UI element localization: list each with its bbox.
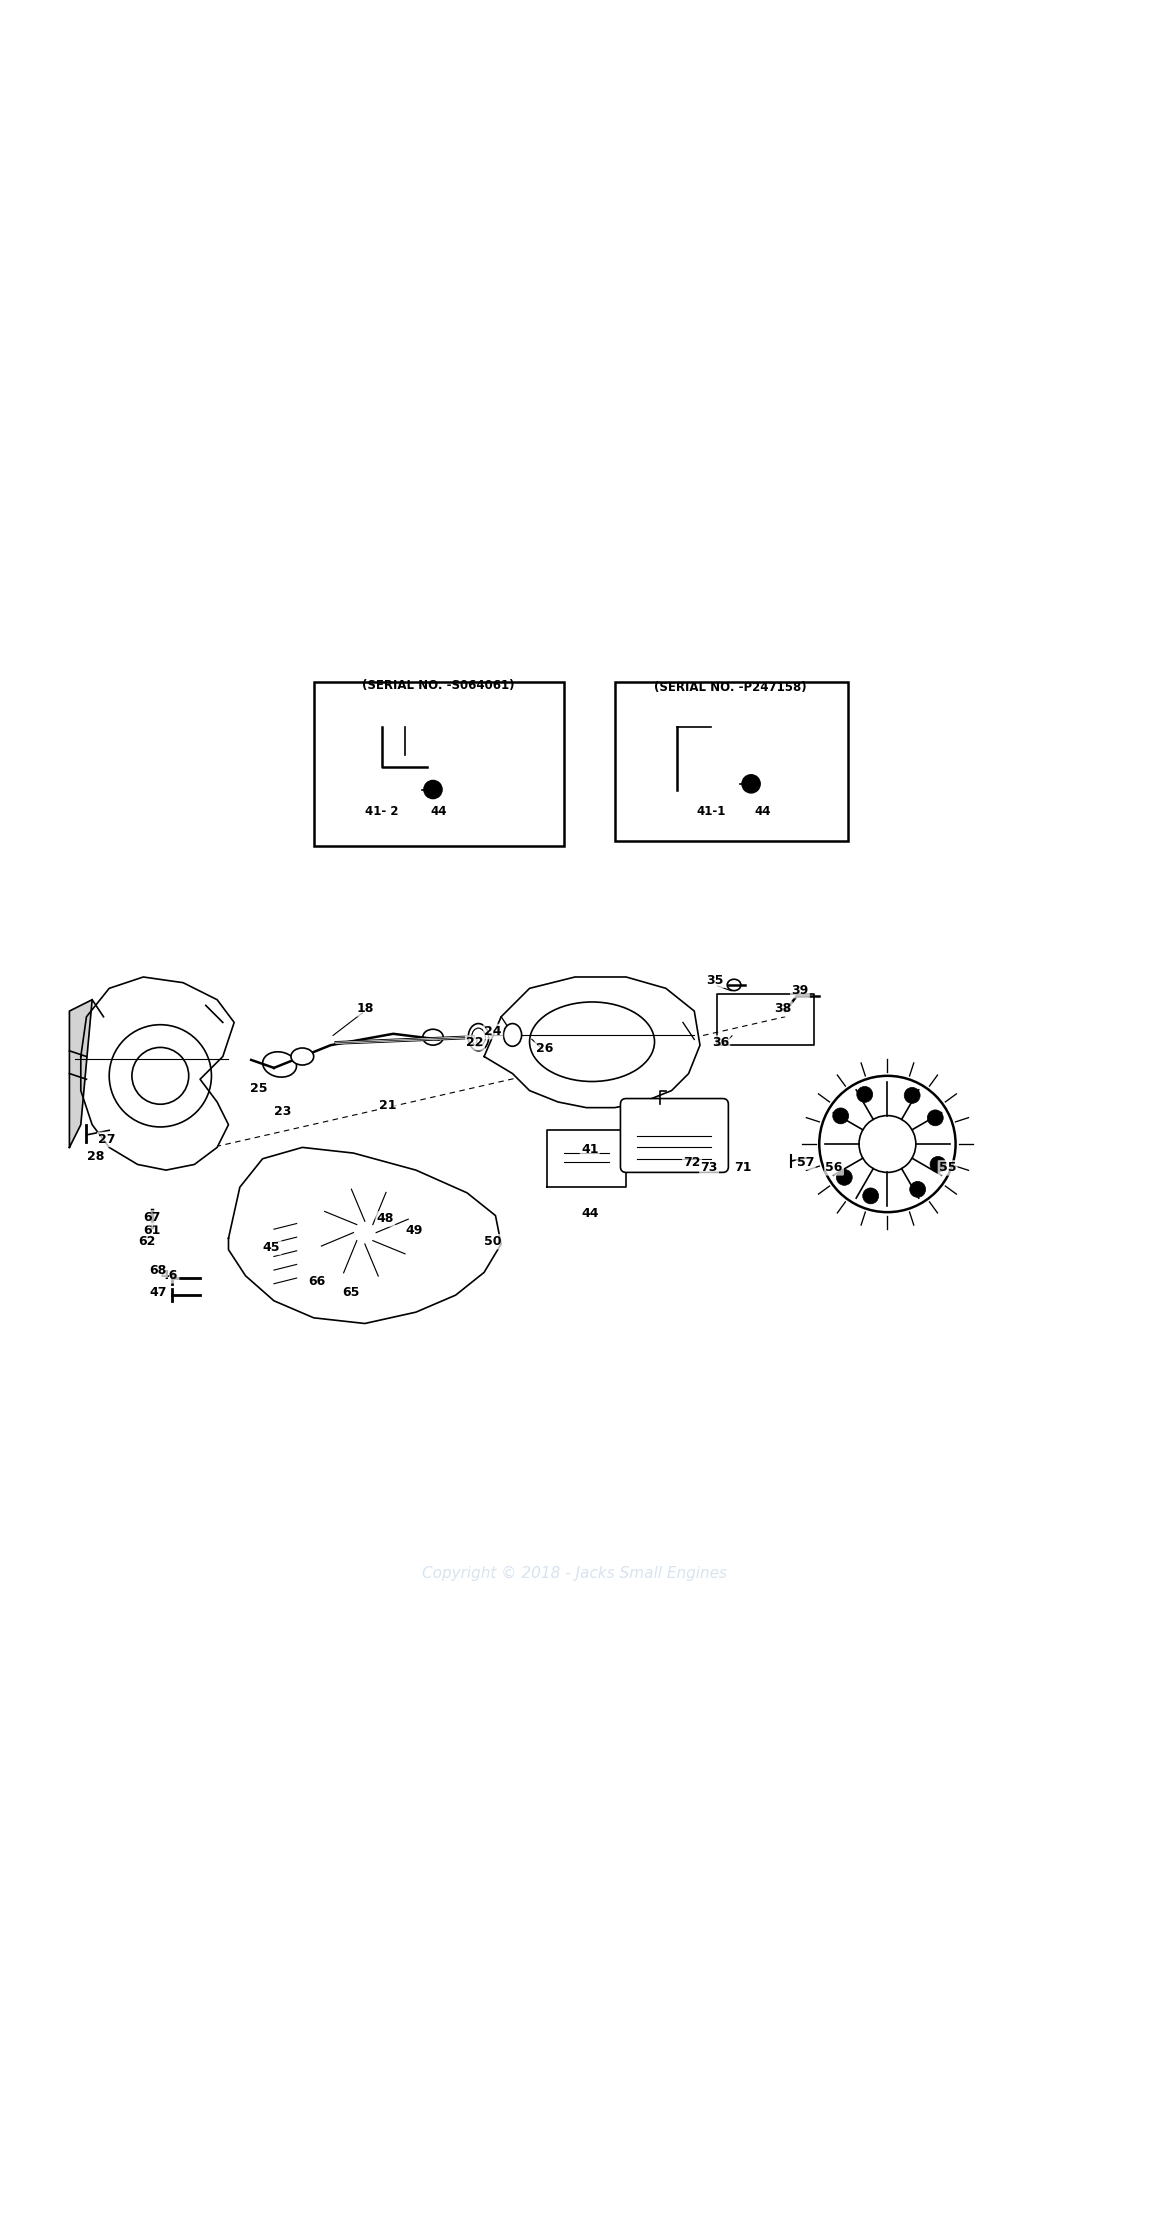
Text: 66: 66	[308, 1276, 325, 1287]
Text: 61: 61	[144, 1224, 161, 1238]
Circle shape	[833, 1108, 849, 1123]
Text: 49: 49	[405, 1224, 422, 1238]
Text: 56: 56	[826, 1162, 843, 1175]
Text: 26: 26	[536, 1043, 553, 1054]
Text: 67: 67	[144, 1211, 161, 1224]
Text: 73: 73	[700, 1162, 718, 1175]
FancyBboxPatch shape	[314, 683, 564, 846]
Polygon shape	[229, 1148, 501, 1323]
Ellipse shape	[291, 1047, 314, 1065]
Text: 36: 36	[712, 1036, 729, 1050]
Text: 44: 44	[754, 803, 770, 817]
Text: 50: 50	[484, 1235, 501, 1249]
Text: 44: 44	[581, 1206, 598, 1220]
Circle shape	[904, 1088, 920, 1103]
Text: 62: 62	[138, 1235, 155, 1249]
Text: 18: 18	[356, 1003, 374, 1016]
Text: 44: 44	[430, 803, 447, 817]
Text: 24: 24	[484, 1025, 501, 1038]
FancyBboxPatch shape	[621, 1099, 728, 1173]
Text: 28: 28	[87, 1150, 105, 1164]
Circle shape	[930, 1157, 946, 1173]
Text: 35: 35	[706, 974, 723, 987]
Text: 46: 46	[161, 1269, 178, 1282]
Circle shape	[859, 1115, 915, 1173]
Text: 71: 71	[735, 1162, 752, 1175]
Text: 21: 21	[378, 1099, 397, 1112]
Polygon shape	[546, 1130, 626, 1186]
Text: 25: 25	[251, 1081, 268, 1094]
Circle shape	[857, 1085, 873, 1103]
Text: 48: 48	[376, 1213, 394, 1226]
Text: 55: 55	[938, 1162, 957, 1175]
Text: 41- 2: 41- 2	[365, 803, 399, 817]
Text: Copyright © 2018 - Jacks Small Engines: Copyright © 2018 - Jacks Small Engines	[422, 1567, 728, 1580]
Text: 41-1: 41-1	[697, 803, 726, 817]
Text: 41: 41	[581, 1144, 598, 1157]
Text: 68: 68	[150, 1264, 167, 1276]
Circle shape	[910, 1182, 926, 1197]
Polygon shape	[69, 1000, 92, 1148]
Text: 45: 45	[263, 1240, 281, 1253]
Text: 23: 23	[275, 1106, 292, 1117]
Ellipse shape	[504, 1023, 522, 1047]
FancyBboxPatch shape	[615, 683, 848, 841]
Text: 47: 47	[150, 1287, 167, 1300]
Circle shape	[927, 1110, 943, 1126]
Text: 22: 22	[466, 1036, 484, 1050]
Text: 65: 65	[343, 1287, 360, 1300]
Circle shape	[862, 1188, 879, 1204]
Circle shape	[424, 781, 442, 799]
Circle shape	[742, 774, 760, 792]
Text: 39: 39	[791, 985, 808, 998]
Text: 27: 27	[98, 1132, 116, 1146]
Text: (SERIAL NO. -S064061): (SERIAL NO. -S064061)	[362, 678, 515, 692]
Polygon shape	[484, 978, 700, 1108]
Text: (SERIAL NO. -P247158): (SERIAL NO. -P247158)	[654, 680, 807, 694]
Text: 38: 38	[774, 1003, 791, 1016]
Polygon shape	[81, 978, 235, 1170]
Text: 57: 57	[797, 1155, 814, 1168]
Text: 72: 72	[683, 1155, 700, 1168]
Circle shape	[836, 1170, 852, 1186]
